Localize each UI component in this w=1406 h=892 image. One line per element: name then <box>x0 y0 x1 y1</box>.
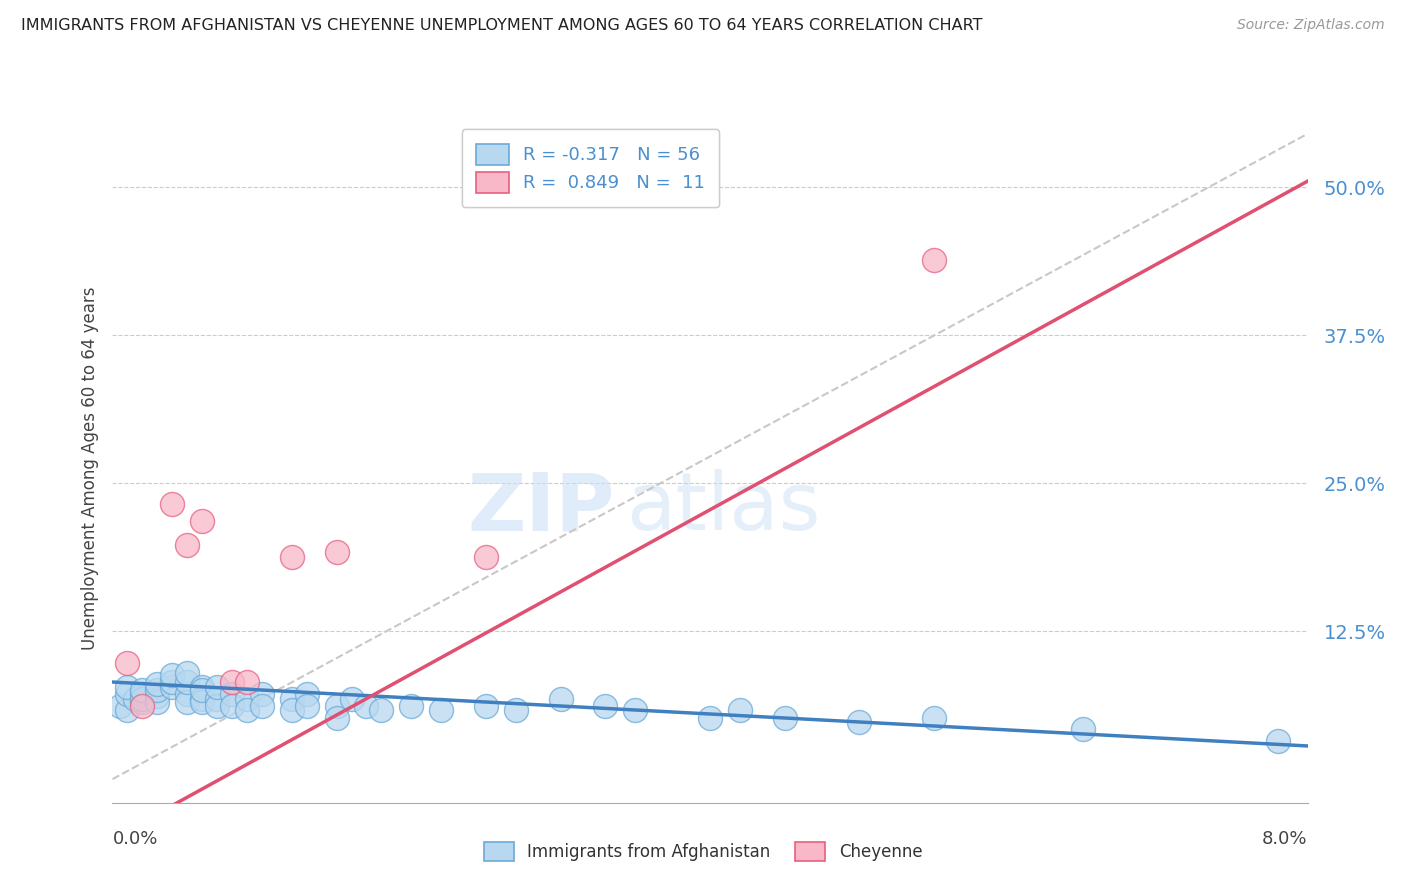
Point <box>131 695 153 709</box>
Point <box>475 698 498 713</box>
Point <box>117 680 139 694</box>
Point <box>205 680 228 694</box>
Point <box>117 687 139 701</box>
Point <box>162 497 183 511</box>
Point <box>250 698 273 713</box>
Point <box>205 691 228 706</box>
Text: 8.0%: 8.0% <box>1263 830 1308 847</box>
Point <box>773 710 796 724</box>
Text: IMMIGRANTS FROM AFGHANISTAN VS CHEYENNE UNEMPLOYMENT AMONG AGES 60 TO 64 YEARS C: IMMIGRANTS FROM AFGHANISTAN VS CHEYENNE … <box>21 18 983 33</box>
Point <box>236 691 259 706</box>
Point <box>146 683 169 698</box>
Point <box>1267 734 1289 748</box>
Legend: Immigrants from Afghanistan, Cheyenne: Immigrants from Afghanistan, Cheyenne <box>471 829 935 875</box>
Point <box>176 695 198 709</box>
Point <box>131 687 153 701</box>
Point <box>281 703 304 717</box>
Point <box>162 668 183 682</box>
Point <box>124 691 146 706</box>
Point <box>295 687 318 701</box>
Point <box>117 656 139 670</box>
Point <box>236 675 259 690</box>
Text: ZIP: ZIP <box>467 469 614 548</box>
Point <box>131 698 153 713</box>
Point <box>117 703 139 717</box>
Y-axis label: Unemployment Among Ages 60 to 64 years: Unemployment Among Ages 60 to 64 years <box>80 286 98 650</box>
Point <box>475 549 498 564</box>
Point <box>370 703 392 717</box>
Point <box>162 675 183 690</box>
Point <box>176 665 198 680</box>
Point <box>221 675 243 690</box>
Point <box>131 683 153 698</box>
Point <box>281 549 304 564</box>
Point <box>146 695 169 709</box>
Point <box>191 514 214 528</box>
Text: 0.0%: 0.0% <box>112 830 157 847</box>
Point <box>430 703 453 717</box>
Point <box>146 677 169 691</box>
Point <box>401 698 423 713</box>
Point <box>236 703 259 717</box>
Point <box>176 538 198 552</box>
Point <box>356 698 378 713</box>
Point <box>550 691 572 706</box>
Point <box>325 545 347 559</box>
Point <box>221 698 243 713</box>
Point <box>325 698 347 713</box>
Point <box>108 698 131 713</box>
Legend: R = -0.317   N = 56, R =  0.849   N =  11: R = -0.317 N = 56, R = 0.849 N = 11 <box>461 129 720 207</box>
Point <box>176 687 198 701</box>
Point <box>191 683 214 698</box>
Text: atlas: atlas <box>626 469 821 548</box>
Point <box>699 710 721 724</box>
Point <box>191 695 214 709</box>
Point <box>922 253 945 268</box>
Point <box>922 710 945 724</box>
Point <box>205 698 228 713</box>
Point <box>221 687 243 701</box>
Point <box>162 680 183 694</box>
Point <box>1073 723 1095 737</box>
Point <box>325 710 347 724</box>
Point <box>250 687 273 701</box>
Point <box>191 691 214 706</box>
Point <box>281 691 304 706</box>
Text: Source: ZipAtlas.com: Source: ZipAtlas.com <box>1237 18 1385 32</box>
Point <box>295 698 318 713</box>
Point <box>728 703 751 717</box>
Point <box>131 691 153 706</box>
Point <box>146 690 169 704</box>
Point <box>340 691 363 706</box>
Point <box>624 703 647 717</box>
Point <box>595 698 617 713</box>
Point <box>505 703 527 717</box>
Point <box>191 680 214 694</box>
Point <box>848 715 870 730</box>
Point <box>176 675 198 690</box>
